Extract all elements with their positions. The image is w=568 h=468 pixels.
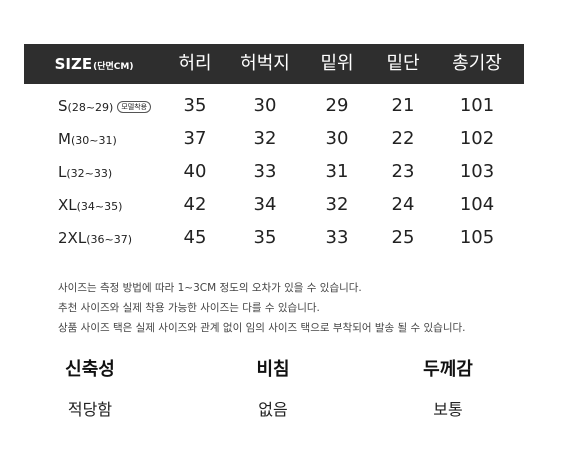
waist-value: 42 bbox=[183, 194, 207, 215]
total-length-value: 101 bbox=[459, 95, 495, 116]
note-measurement-tolerance: 사이즈는 측정 방법에 따라 1~3CM 정도의 오차가 있을 수 있습니다. bbox=[58, 282, 362, 294]
size-table-header: SIZE(단면CM) 허리 허벅지 밑위 밑단 총기장 bbox=[24, 44, 524, 84]
thigh-value: 30 bbox=[253, 95, 277, 116]
size-range: (30~31) bbox=[70, 134, 117, 147]
column-header-total-length: 총기장 bbox=[452, 53, 502, 74]
size-range: (28~29) bbox=[67, 101, 114, 114]
size-header-label: SIZE bbox=[54, 55, 93, 73]
size-name: 2XL bbox=[58, 229, 87, 247]
rise-value: 29 bbox=[325, 95, 349, 116]
table-row: L(32~33) 40 33 31 23 103 bbox=[24, 157, 524, 187]
size-range: (32~33) bbox=[66, 167, 113, 180]
property-title-sheerness: 비침 bbox=[256, 359, 290, 380]
note-recommended-size: 추천 사이즈와 실제 착용 가능한 사이즈는 다를 수 있습니다. bbox=[58, 302, 320, 314]
thigh-value: 34 bbox=[253, 194, 277, 215]
property-title-thickness: 두께감 bbox=[423, 359, 473, 380]
table-row: XL(34~35) 42 34 32 24 104 bbox=[24, 190, 524, 220]
hem-value: 22 bbox=[391, 128, 415, 149]
size-label: XL(34~35) bbox=[58, 190, 122, 220]
size-label: 2XL(36~37) bbox=[58, 223, 132, 253]
size-label: S(28~29) 모델착용 bbox=[58, 91, 152, 121]
rise-value: 30 bbox=[325, 128, 349, 149]
column-header-waist: 허리 bbox=[178, 53, 212, 74]
thigh-value: 35 bbox=[253, 227, 277, 248]
table-row: S(28~29) 모델착용 35 30 29 21 101 bbox=[24, 91, 524, 121]
size-range: (34~35) bbox=[76, 200, 123, 213]
total-length-value: 103 bbox=[459, 161, 495, 182]
hem-value: 25 bbox=[391, 227, 415, 248]
thigh-value: 32 bbox=[253, 128, 277, 149]
hem-value: 23 bbox=[391, 161, 415, 182]
table-row: M(30~31) 37 32 30 22 102 bbox=[24, 124, 524, 154]
size-header-unit: (단면CM) bbox=[93, 62, 134, 72]
size-column-header: SIZE(단면CM) bbox=[24, 44, 164, 84]
table-row: 2XL(36~37) 45 35 33 25 105 bbox=[24, 223, 524, 253]
total-length-value: 104 bbox=[459, 194, 495, 215]
rise-value: 33 bbox=[325, 227, 349, 248]
size-name: XL bbox=[58, 196, 77, 214]
rise-value: 32 bbox=[325, 194, 349, 215]
property-title-stretch: 신축성 bbox=[65, 359, 115, 380]
size-notes: 사이즈는 측정 방법에 따라 1~3CM 정도의 오차가 있을 수 있습니다. … bbox=[58, 278, 465, 338]
waist-value: 45 bbox=[183, 227, 207, 248]
hem-value: 21 bbox=[391, 95, 415, 116]
waist-value: 40 bbox=[183, 161, 207, 182]
property-value-thickness: 보통 bbox=[433, 400, 463, 419]
thigh-value: 33 bbox=[253, 161, 277, 182]
column-header-rise: 밑위 bbox=[320, 53, 354, 74]
size-name: M bbox=[58, 130, 71, 148]
model-wearing-badge: 모델착용 bbox=[117, 101, 152, 113]
rise-value: 31 bbox=[325, 161, 349, 182]
total-length-value: 102 bbox=[459, 128, 495, 149]
waist-value: 35 bbox=[183, 95, 207, 116]
hem-value: 24 bbox=[391, 194, 415, 215]
column-header-hem: 밑단 bbox=[386, 53, 420, 74]
size-name: S bbox=[58, 97, 68, 115]
total-length-value: 105 bbox=[459, 227, 495, 248]
waist-value: 37 bbox=[183, 128, 207, 149]
column-header-thigh: 허벅지 bbox=[240, 53, 290, 74]
property-value-stretch: 적당함 bbox=[67, 400, 113, 419]
property-value-sheerness: 없음 bbox=[258, 400, 288, 419]
size-name: L bbox=[58, 163, 67, 181]
size-label: M(30~31) bbox=[58, 124, 117, 154]
note-size-tag: 상품 사이즈 택은 실제 사이즈와 관계 없이 임의 사이즈 택으로 부착되어 … bbox=[58, 322, 466, 334]
size-label: L(32~33) bbox=[58, 157, 112, 187]
size-range: (36~37) bbox=[86, 233, 132, 246]
